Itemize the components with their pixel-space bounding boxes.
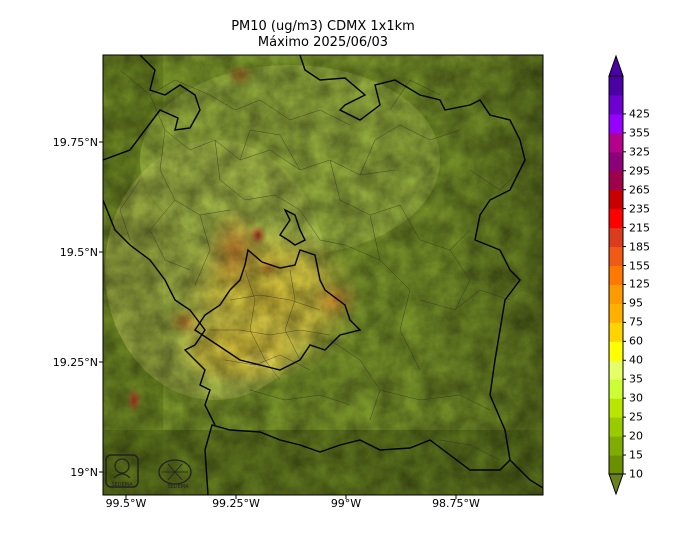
colorbar-tick-label: 25 <box>629 410 643 424</box>
lon-tick-label: 99°W <box>330 497 362 510</box>
colorbar-segment <box>609 265 623 285</box>
sedema-logo-right: SEDEMA <box>158 459 192 490</box>
colorbar-segment <box>609 208 623 229</box>
colorbar <box>608 54 626 496</box>
lat-tick-label: 19.75°N <box>52 136 98 149</box>
colorbar-segment <box>609 94 623 115</box>
map-plot-area: SEDEMA SEDEMA <box>103 55 543 495</box>
axis-ticks <box>99 141 457 499</box>
colorbar-segment <box>609 303 623 323</box>
colorbar-segment <box>609 113 623 134</box>
colorbar-segment <box>609 246 623 267</box>
lat-tick-label: 19°N <box>70 466 98 479</box>
colorbar-max-arrow <box>608 54 624 77</box>
colorbar-tick-label: 20 <box>629 429 643 443</box>
lat-tick-label: 19.5°N <box>59 246 98 259</box>
colorbar-outline <box>608 75 624 475</box>
colorbar-segment <box>609 189 623 210</box>
colorbar-tick-label: 355 <box>629 126 650 140</box>
lon-tick-label: 99.25°W <box>212 497 260 510</box>
colorbar-tick-label: 60 <box>629 334 643 348</box>
colorbar-segment <box>609 151 623 172</box>
colorbar-tick-label: 325 <box>629 145 650 159</box>
colorbar-min-arrow <box>608 473 624 496</box>
colorbar-segment <box>609 170 623 191</box>
colorbar-segment <box>609 379 623 399</box>
map-frame <box>102 54 544 496</box>
colorbar-segment <box>609 76 623 96</box>
colorbar-segment <box>609 227 623 248</box>
colorbar-segment <box>609 417 623 437</box>
svg-text:SEDEMA: SEDEMA <box>167 484 189 490</box>
colorbar-tick-label: 35 <box>629 372 643 386</box>
map-subtitle: Máximo 2025/06/03 <box>257 35 389 50</box>
colorbar-tick-label: 295 <box>629 164 650 178</box>
colorbar-tick-label: 155 <box>629 259 650 273</box>
colorbar-tick-label: 30 <box>629 391 643 405</box>
state-boundaries <box>103 55 543 495</box>
colorbar-tick-label: 15 <box>629 448 643 462</box>
colorbar-segment <box>609 132 623 153</box>
colorbar-tick-label: 265 <box>629 183 650 197</box>
svg-text:SEDEMA: SEDEMA <box>111 482 133 488</box>
lon-tick-label: 99.5°W <box>105 497 147 510</box>
colorbar-tick-label: 75 <box>629 315 643 329</box>
colorbar-tick-label: 185 <box>629 240 650 254</box>
colorbar-segment <box>609 341 623 361</box>
colorbar-segment <box>609 322 623 342</box>
colorbar-segment <box>609 284 623 304</box>
colorbar-tick-label: 10 <box>629 467 643 481</box>
colorbar-tick-label: 95 <box>629 296 643 310</box>
colorbar-segment <box>609 360 623 380</box>
colorbar-tick-label: 235 <box>629 202 650 216</box>
map-title: PM10 (ug/m3) CDMX 1x1km <box>231 19 415 34</box>
colorbar-segment <box>609 436 623 456</box>
lon-tick-label: 98.75°W <box>432 497 480 510</box>
colorbar-tick-label: 215 <box>629 221 650 235</box>
colorbar-segment <box>609 398 623 418</box>
colorbar-tick-label: 125 <box>629 277 650 291</box>
colorbar-tick-label: 425 <box>629 107 650 121</box>
municipal-boundaries <box>119 69 521 461</box>
sedema-logo-left: SEDEMA <box>105 454 139 488</box>
colorbar-tick-label: 40 <box>629 353 643 367</box>
lat-tick-label: 19.25°N <box>52 356 98 369</box>
terrain-relief <box>103 55 543 495</box>
colorbar-segment <box>609 455 623 475</box>
